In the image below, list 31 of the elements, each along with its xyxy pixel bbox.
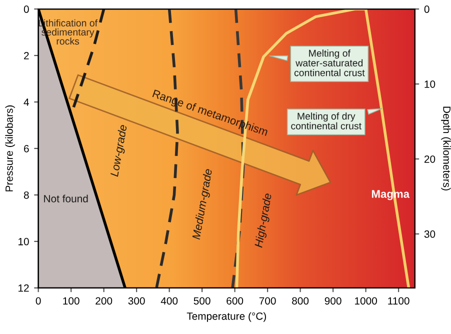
x-tick-label: 0	[36, 297, 41, 305]
annotation: Low-grade	[110, 124, 130, 178]
y-tick-label: 10	[18, 238, 29, 246]
x-axis-title: Temperature (°C)	[186, 312, 266, 322]
x-tick-label: 100	[63, 297, 80, 305]
annotation: High-grade	[254, 192, 274, 248]
x-tick-label: 1000	[355, 297, 377, 305]
annotation: Not found	[44, 194, 88, 202]
x-tick-label: 200	[96, 297, 112, 305]
y2-axis-title: Depth (kilometers)	[441, 106, 451, 190]
y2-tick-label: 10	[424, 80, 436, 88]
annotation: Melting of water-saturated continental crust	[294, 50, 365, 76]
y-tick-label: 12	[18, 284, 29, 292]
x-tick-label: 800	[292, 297, 309, 305]
x-tick-label: 700	[259, 297, 276, 305]
y2-tick-label: 20	[424, 155, 436, 163]
y-tick-label: 8	[24, 191, 29, 199]
y2-tick-label: 30	[424, 230, 436, 238]
x-tick-label: 500	[194, 297, 210, 305]
x-tick-label: 1100	[388, 297, 410, 305]
x-tick-label: 300	[128, 297, 145, 305]
y2-tick-label: 0	[424, 6, 430, 13]
y-tick-label: 0	[24, 6, 29, 13]
x-tick-label: 400	[160, 297, 178, 305]
y-tick-label: 2	[24, 52, 29, 60]
annotation: Melting of dry continental crust	[291, 112, 362, 130]
y-axis-title: Pressure (kilobars)	[5, 105, 15, 192]
x-tick-label: 900	[324, 297, 342, 305]
y-tick-label: 4	[24, 98, 30, 106]
x-tick-label: 600	[226, 297, 244, 305]
y-tick-label: 6	[24, 144, 29, 152]
